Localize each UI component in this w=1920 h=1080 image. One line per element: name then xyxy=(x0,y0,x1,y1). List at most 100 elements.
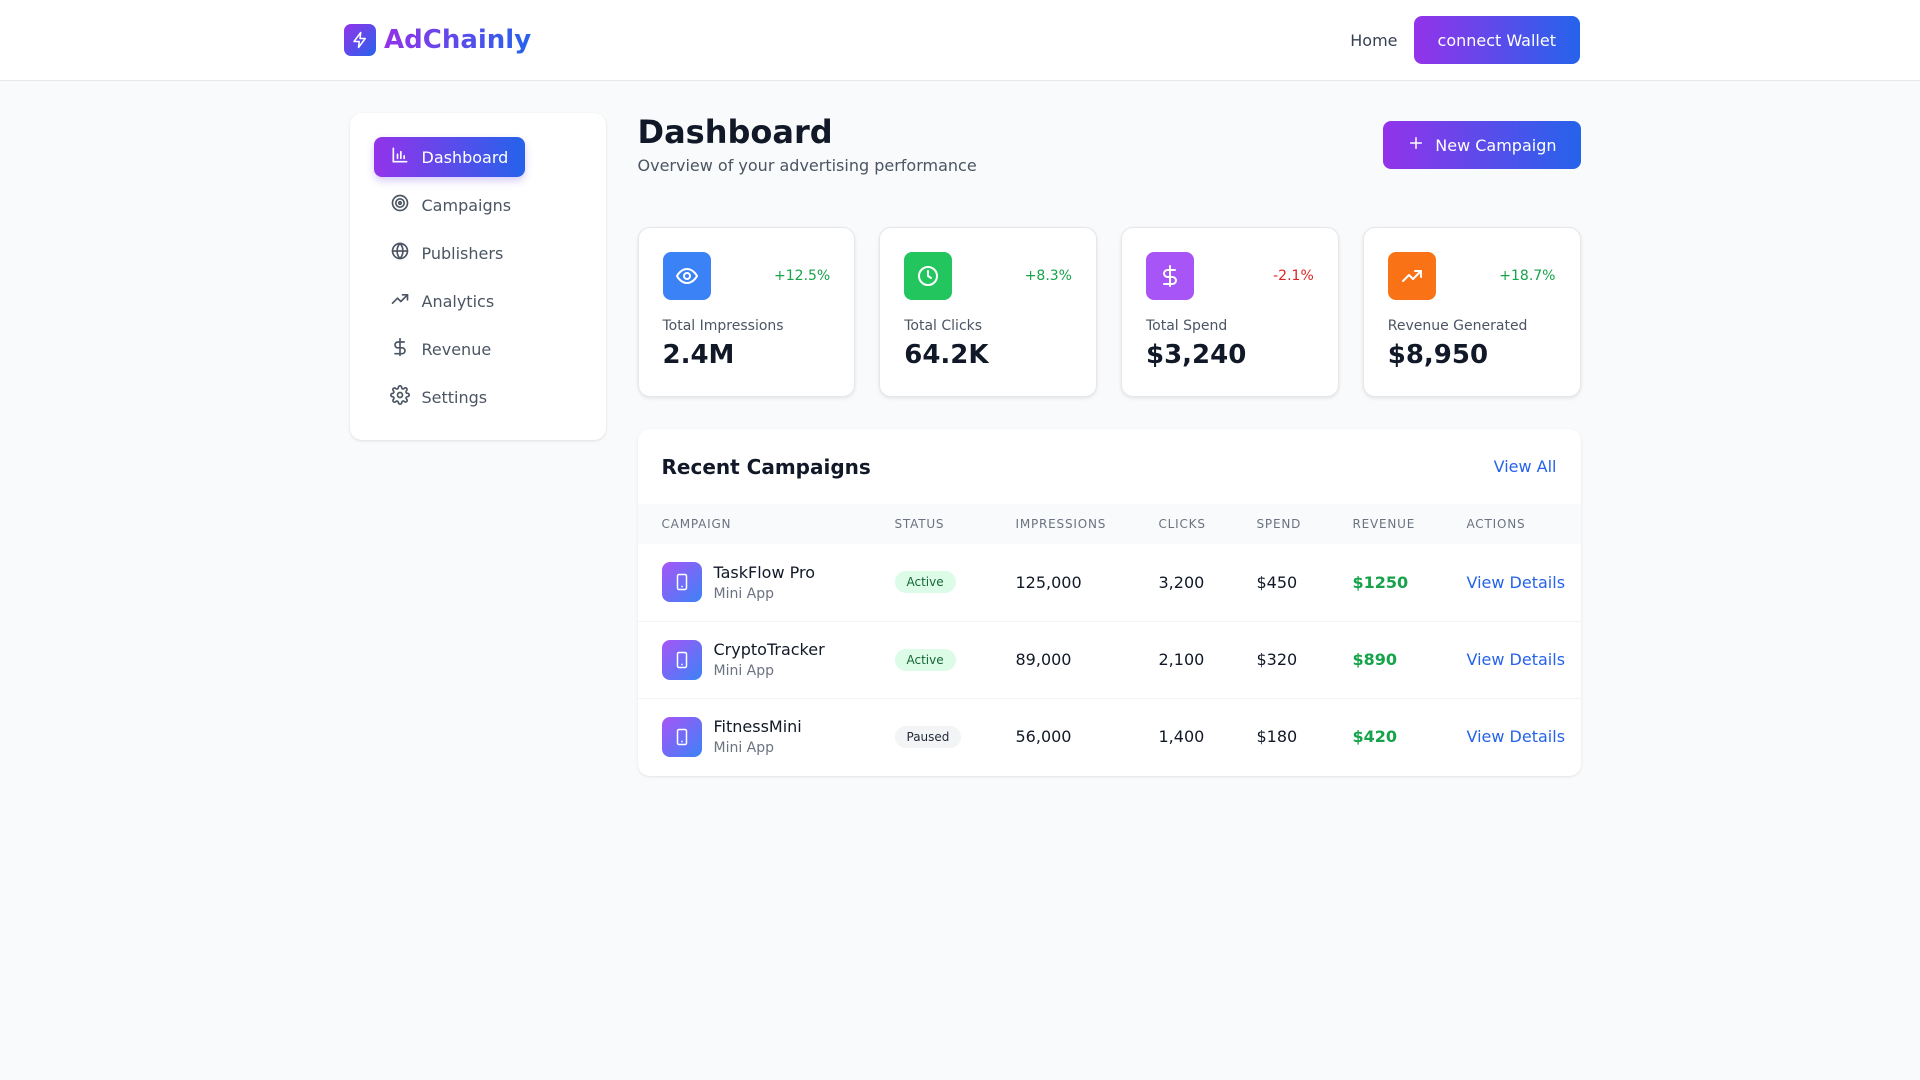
sidebar-item-revenue[interactable]: Revenue xyxy=(374,329,525,369)
stat-card-clicks: +8.3% Total Clicks 64.2K xyxy=(879,227,1097,397)
gear-icon xyxy=(389,385,410,409)
campaign-name: CryptoTracker xyxy=(713,640,825,659)
stat-value: 2.4M xyxy=(662,340,735,370)
status-badge: Paused xyxy=(894,725,962,748)
revenue-cell: $420 xyxy=(1328,697,1443,775)
campaigns-table: CAMPAIGN STATUS IMPRESSIONS CLICKS SPEND… xyxy=(637,504,1581,775)
campaign-type: Mini App xyxy=(713,663,775,679)
clicks-cell: 3,200 xyxy=(1158,572,1205,592)
sidebar-item-campaigns[interactable]: Campaigns xyxy=(374,185,528,225)
nav-home-link[interactable]: Home xyxy=(1350,30,1398,50)
sidebar-item-label: Settings xyxy=(421,387,488,407)
lightning-icon xyxy=(344,24,376,56)
mobile-icon xyxy=(661,639,702,680)
sidebar-item-label: Dashboard xyxy=(421,147,509,167)
stat-change: +12.5% xyxy=(774,268,831,284)
status-badge: Active xyxy=(894,648,956,671)
campaigns-header: Recent Campaigns View All xyxy=(638,429,1581,504)
campaign-type: Mini App xyxy=(713,740,775,757)
clicks-cell: 1,400 xyxy=(1134,697,1233,775)
globe-icon xyxy=(390,241,410,265)
target-icon xyxy=(390,193,410,217)
app-name: AdChainly xyxy=(384,25,532,55)
actions-cell: View Details xyxy=(1442,620,1581,698)
campaigns-title: Recent Campaigns xyxy=(661,454,871,479)
clock-icon xyxy=(904,252,953,300)
campaign-text: FitnessMini Mini App xyxy=(714,717,802,756)
campaign-text: TaskFlow Pro Mini App xyxy=(714,563,816,602)
stat-change: +18.7% xyxy=(1499,268,1556,284)
stat-change: -2.1% xyxy=(1273,268,1314,284)
stat-value: $8,950 xyxy=(1387,340,1489,370)
eye-icon xyxy=(662,252,711,300)
view-details-link[interactable]: View Details xyxy=(1466,727,1566,747)
view-details-link[interactable]: View Details xyxy=(1466,650,1566,669)
stat-label: Total Clicks xyxy=(904,318,983,334)
sidebar-item-dashboard[interactable]: Dashboard xyxy=(373,137,525,177)
connect-wallet-button[interactable]: connect Wallet xyxy=(1413,16,1580,64)
title-block: Dashboard Overview of your advertising p… xyxy=(638,113,977,175)
stat-label: Total Impressions xyxy=(662,318,784,334)
table-row: CryptoTracker Mini App Active 89,000 2,1… xyxy=(637,620,1581,698)
dollar-icon xyxy=(390,337,410,361)
clicks-cell: 2,100 xyxy=(1134,620,1233,698)
page-subtitle: Overview of your advertising performance xyxy=(637,156,977,175)
campaign-cell: TaskFlow Pro Mini App xyxy=(638,544,871,621)
spend-cell: $180 xyxy=(1232,697,1329,775)
stat-top: +18.7% xyxy=(1387,252,1556,300)
sidebar-item-label: Analytics xyxy=(421,291,495,311)
view-all-link[interactable]: View All xyxy=(1493,457,1557,476)
campaign-cell: FitnessMini Mini App xyxy=(637,697,871,775)
stats-row: +12.5% Total Impressions 2.4M +8.3% Tota… xyxy=(637,227,1581,397)
status-cell: Paused xyxy=(870,697,992,775)
dollar-icon xyxy=(1146,252,1194,300)
header-actions: Home connect Wallet xyxy=(1350,16,1580,64)
stat-card-impressions: +12.5% Total Impressions 2.4M xyxy=(637,227,856,397)
campaign-info: CryptoTracker Mini App xyxy=(661,639,871,680)
actions-cell: View Details xyxy=(1443,544,1581,621)
new-campaign-button[interactable]: New Campaign xyxy=(1383,121,1581,169)
recent-campaigns-panel: Recent Campaigns View All CAMPAIGN STATU… xyxy=(637,429,1581,776)
column-header-campaign: CAMPAIGN xyxy=(637,504,871,544)
sidebar-item-settings[interactable]: Settings xyxy=(374,377,525,417)
sidebar-item-label: Revenue xyxy=(421,339,492,359)
status-cell: Active xyxy=(871,544,992,621)
sidebar-item-publishers[interactable]: Publishers xyxy=(374,233,525,273)
campaign-info: TaskFlow Pro Mini App xyxy=(661,562,871,603)
campaign-text: CryptoTracker Mini App xyxy=(714,640,825,679)
stat-card-spend: -2.1% Total Spend $3,240 xyxy=(1121,227,1339,397)
campaign-info: FitnessMini Mini App xyxy=(661,716,871,757)
sidebar: Dashboard Campaigns Publishers Analytics… xyxy=(349,113,606,440)
stat-value: $3,240 xyxy=(1146,340,1247,370)
campaign-type: Mini App xyxy=(713,585,775,602)
stat-top: +8.3% xyxy=(904,252,1072,300)
column-header-spend: SPEND xyxy=(1232,504,1329,544)
view-details-link[interactable]: View Details xyxy=(1466,572,1566,592)
spend-cell: $320 xyxy=(1232,620,1329,698)
status-cell: Active xyxy=(870,620,992,698)
table-header-row: CAMPAIGN STATUS IMPRESSIONS CLICKS SPEND… xyxy=(637,504,1581,544)
campaign-cell: CryptoTracker Mini App xyxy=(637,620,871,698)
trending-up-icon xyxy=(1387,252,1436,300)
stat-top: -2.1% xyxy=(1146,252,1314,300)
stat-label: Revenue Generated xyxy=(1387,318,1528,334)
status-badge: Active xyxy=(894,571,956,594)
bar-chart-icon xyxy=(390,145,410,169)
table-row: FitnessMini Mini App Paused 56,000 1,400… xyxy=(637,697,1581,775)
impressions-cell: 125,000 xyxy=(1015,572,1082,592)
stat-change: +8.3% xyxy=(1024,268,1072,284)
sidebar-item-analytics[interactable]: Analytics xyxy=(374,281,525,321)
stat-value: 64.2K xyxy=(904,340,989,370)
main-content: Dashboard Overview of your advertising p… xyxy=(637,113,1581,776)
column-header-actions: ACTIONS xyxy=(1442,504,1581,544)
logo[interactable]: AdChainly xyxy=(344,24,531,56)
stat-top: +12.5% xyxy=(662,252,831,300)
page-title: Dashboard xyxy=(637,113,833,151)
mobile-icon xyxy=(661,562,702,603)
column-header-clicks: CLICKS xyxy=(1134,504,1233,544)
impressions-cell: 56,000 xyxy=(991,697,1135,775)
mobile-icon xyxy=(661,716,702,757)
header-inner: AdChainly Home connect Wallet xyxy=(340,0,1580,80)
stat-label: Total Spend xyxy=(1146,318,1228,334)
revenue-cell: $890 xyxy=(1328,620,1443,698)
